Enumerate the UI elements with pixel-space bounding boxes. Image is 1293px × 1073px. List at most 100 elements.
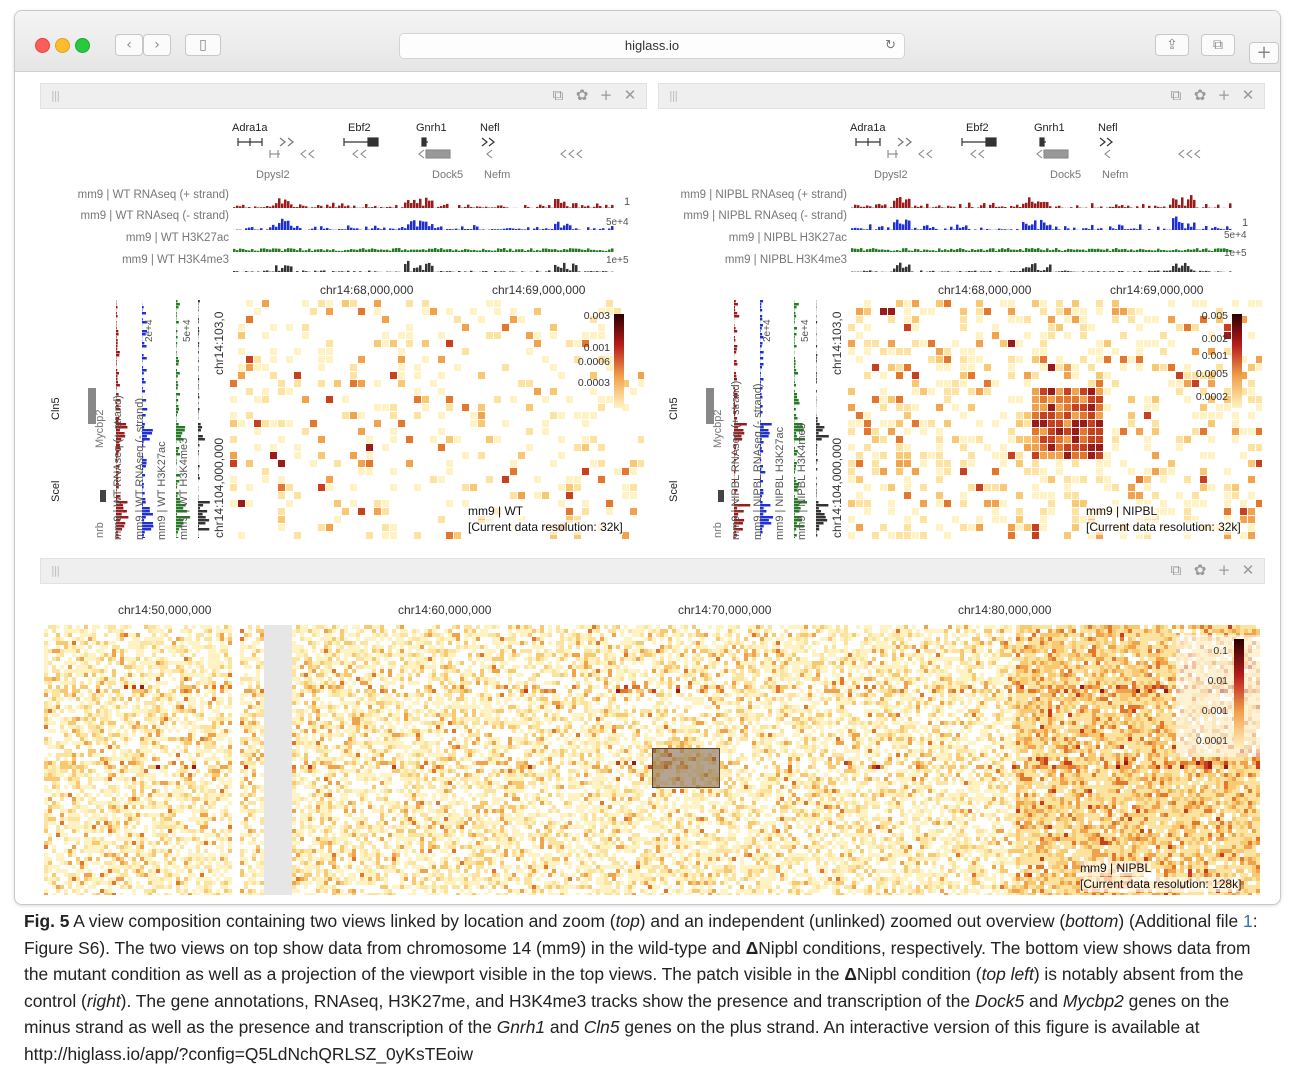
- copy-view-icon[interactable]: ⧉: [1170, 561, 1182, 579]
- add-track-icon[interactable]: +: [1217, 561, 1231, 579]
- signal-bar: [344, 206, 347, 208]
- signal-bar: [1040, 219, 1043, 230]
- drag-handle-icon[interactable]: |||: [51, 564, 60, 577]
- signal-bar: [760, 441, 764, 444]
- heatmap-cell: [960, 500, 967, 507]
- share-button[interactable]: ⇪: [1155, 34, 1189, 56]
- add-track-icon[interactable]: +: [599, 86, 613, 104]
- add-track-icon[interactable]: +: [1217, 86, 1231, 104]
- heatmap-cell: [852, 661, 856, 665]
- horizontal-tracks: [851, 195, 1232, 272]
- view-header-overview[interactable]: ||| ⧉ ✿ + ✕: [40, 558, 1265, 584]
- view-wt[interactable]: Adra1a Ebf2 Gnrh1 Nefl Dpysl2 Dock5 Nefm…: [40, 110, 647, 550]
- heatmap-cell: [788, 661, 792, 665]
- heatmap-cell: [1120, 460, 1127, 467]
- heatmap-cell: [824, 625, 828, 629]
- copy-view-icon[interactable]: ⧉: [1170, 86, 1182, 104]
- heatmap-wt[interactable]: [230, 300, 644, 540]
- heatmap-cell: [524, 633, 528, 637]
- minimize-window-button[interactable]: [55, 38, 70, 53]
- view-nipbl[interactable]: Adra1a Ebf2 Gnrh1 Nefl Dpysl2 Dock5 Nefm…: [658, 110, 1265, 550]
- heatmap-cell: [1096, 532, 1103, 539]
- heatmap-cell: [318, 356, 325, 363]
- signal-bar: [500, 229, 503, 230]
- close-view-icon[interactable]: ✕: [1241, 86, 1255, 104]
- close-view-icon[interactable]: ✕: [1241, 561, 1255, 579]
- address-bar[interactable]: higlass.io ↻: [399, 33, 905, 59]
- heatmap-cell: [800, 649, 804, 653]
- heatmap-cell: [390, 404, 397, 411]
- heatmap-overview[interactable]: [44, 625, 1260, 895]
- signal-bar: [1046, 202, 1049, 208]
- heatmap-cell: [688, 637, 692, 641]
- heatmap-cell: [1212, 629, 1216, 633]
- close-window-button[interactable]: [35, 38, 50, 53]
- signal-bar: [542, 228, 545, 230]
- view-header-right[interactable]: ||| ⧉ ✿ + ✕: [658, 83, 1265, 109]
- sidebar-toggle-button[interactable]: ▯: [185, 34, 221, 56]
- forward-button[interactable]: ›: [143, 34, 171, 56]
- copy-view-icon[interactable]: ⧉: [552, 86, 564, 104]
- heatmap-cell: [636, 649, 640, 653]
- heatmap-cell: [212, 661, 216, 665]
- signal-bar: [1136, 206, 1139, 208]
- heatmap-cell: [136, 657, 140, 661]
- heatmap-cell: [590, 436, 597, 443]
- signal-bar: [560, 227, 563, 230]
- heatmap-cell: [504, 661, 508, 665]
- heatmap-cell: [208, 633, 212, 637]
- heatmap-cell: [968, 364, 975, 371]
- heatmap-cell: [856, 316, 863, 323]
- signal-bar: [760, 504, 771, 507]
- view-header-left[interactable]: ||| ⧉ ✿ + ✕: [40, 83, 647, 109]
- heatmap-cell: [1052, 653, 1056, 657]
- signal-bar: [816, 354, 818, 357]
- signal-bar: [503, 271, 506, 272]
- maximize-window-button[interactable]: [75, 38, 90, 53]
- heatmap-cell: [92, 653, 96, 657]
- tabs-overview-button[interactable]: ⧉: [1201, 34, 1235, 56]
- heatmap-nipbl[interactable]: [848, 300, 1262, 540]
- drag-handle-icon[interactable]: |||: [51, 89, 60, 102]
- heatmap-cell: [1100, 637, 1104, 641]
- heatmap-cell: [1160, 500, 1167, 507]
- heatmap-cell: [268, 657, 272, 661]
- signal-bar: [1043, 222, 1046, 230]
- heatmap-cell: [852, 653, 856, 657]
- heatmap-cell: [1144, 661, 1148, 665]
- back-button[interactable]: ‹: [115, 34, 143, 56]
- config-view-icon[interactable]: ✿: [1193, 561, 1207, 579]
- signal-bar: [1040, 270, 1043, 272]
- heatmap-cell: [604, 649, 608, 653]
- heatmap-cell: [496, 645, 500, 649]
- heatmap-cell: [664, 649, 668, 653]
- heatmap-cell: [550, 532, 557, 539]
- heatmap-cell: [944, 460, 951, 467]
- signal-bar: [176, 315, 177, 318]
- heatmap-cell: [576, 653, 580, 657]
- signal-bar: [548, 229, 551, 230]
- heatmap-cell: [1256, 364, 1262, 371]
- heatmap-cell: [844, 637, 848, 641]
- config-view-icon[interactable]: ✿: [575, 86, 589, 104]
- new-tab-button[interactable]: +: [1249, 42, 1279, 64]
- heatmap-cell: [208, 645, 212, 649]
- heatmap-cell: [582, 444, 589, 451]
- signal-bar: [734, 531, 737, 534]
- drag-handle-icon[interactable]: |||: [669, 89, 678, 102]
- heatmap-cell: [784, 661, 788, 665]
- heatmap-cell: [352, 645, 356, 649]
- reload-icon[interactable]: ↻: [885, 38, 896, 53]
- heatmap-cell: [1216, 316, 1223, 323]
- heatmap-cell: [624, 625, 628, 629]
- heatmap-cell: [220, 645, 224, 649]
- signal-bar: [1109, 226, 1112, 230]
- heatmap-cell: [880, 308, 887, 315]
- config-view-icon[interactable]: ✿: [1193, 86, 1207, 104]
- signal-bar: [176, 426, 186, 429]
- heatmap-cell: [692, 653, 696, 657]
- signal-bar: [1073, 227, 1076, 230]
- close-view-icon[interactable]: ✕: [623, 86, 637, 104]
- heatmap-cell: [968, 356, 975, 363]
- view-overview[interactable]: chr14:50,000,000 chr14:60,000,000 chr14:…: [40, 585, 1265, 900]
